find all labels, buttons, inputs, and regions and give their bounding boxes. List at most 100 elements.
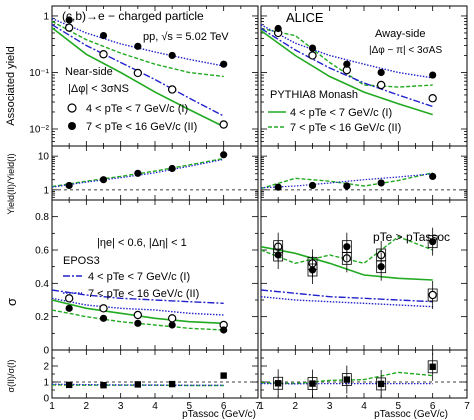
ylabel-yield-ratio: Yield(II)/Yield(I) <box>6 153 16 214</box>
near-sigma-ratio-point <box>100 382 107 389</box>
near-yield-model-pythia-II <box>51 20 224 78</box>
away-yield-point-open <box>308 51 317 60</box>
away-side-title: Away-side <box>375 28 426 40</box>
x-tick-label: 1 <box>49 401 55 412</box>
away-sigma-point <box>343 243 351 251</box>
legend-data: 4 < pTe < 7 GeV/c (I) 7 < pTe < 16 GeV/c… <box>67 103 197 133</box>
away-yield-model-epos-II <box>260 24 433 79</box>
near-yield-point-open <box>133 68 143 78</box>
ylabel-associated-yield: Associated yield <box>5 46 17 126</box>
x-tick-label: 6 <box>430 401 436 412</box>
near-sigma-point-open <box>64 294 74 303</box>
away-sigma-point <box>429 238 437 246</box>
away-yield-model-pythia-I <box>260 29 433 116</box>
away-sigma-model-pythia-II <box>260 235 433 265</box>
ylabel-sigma: σ <box>4 298 19 306</box>
near-sigma-point <box>99 314 108 322</box>
near-yield-ratio-point <box>65 181 73 190</box>
near-yield-point-open <box>64 23 74 32</box>
legend-pythia: 4 < pTe < 7 GeV/c (I) 7 < pTe < 16 GeV/c… <box>268 107 401 134</box>
x-tick-label: 5 <box>396 401 402 412</box>
y-tick-label: 0.2 <box>35 312 49 323</box>
legend-epos-II: 7 < pTe < 16 GeV/c (II) <box>88 288 199 300</box>
y-tick-label: 1 <box>43 11 49 22</box>
x-tick-label: 4 <box>152 401 158 412</box>
near-sigma-point-open <box>99 304 108 313</box>
near-yield-point <box>65 16 73 24</box>
legend-marker-filled <box>68 122 76 130</box>
y-tick-label: 0 <box>43 394 49 405</box>
near-sigma-ratio-point <box>65 381 73 389</box>
near-sigma-point-open <box>167 314 177 323</box>
away-yield-ratio-point <box>343 182 351 190</box>
near-yield-point-open <box>167 85 177 94</box>
near-side-title: Near-side <box>65 66 113 78</box>
ylabel-sigma-ratio: σ(II)/σ(I) <box>6 359 16 392</box>
legend-epos-I: 4 < pTe < 7 GeV/c (I) <box>88 271 190 283</box>
away-yield-ratio-point <box>377 179 385 187</box>
legend-marker-open <box>67 103 77 113</box>
near-yield-point <box>220 60 228 68</box>
away-yield-point-open <box>376 80 386 90</box>
near-yield-model-pythia-I <box>51 27 225 128</box>
near-yield-point <box>99 31 108 40</box>
away-sigma-point <box>377 263 385 271</box>
generator-epos: EPOS3 <box>63 255 100 267</box>
generator-pythia: PYTHIA8 Monash <box>270 89 358 101</box>
near-yield-point-open <box>219 120 228 129</box>
near-side-cut: |Δφ| < 3σNS <box>68 83 129 95</box>
near-sigma-point <box>220 326 228 334</box>
y-tick-label: 10⁻¹ <box>29 68 49 79</box>
away-yield-point <box>308 44 317 52</box>
near-sigma-ratio-point <box>220 372 227 379</box>
x-tick-label: 4 <box>361 401 367 412</box>
x-tick-label: 7 <box>255 401 261 412</box>
y-tick-label: 0.4 <box>35 279 49 290</box>
xlabel-right: pTassoc (GeV/c) <box>374 409 448 420</box>
legend-data-I: 4 < pTe < 7 GeV/c (I) <box>86 103 188 115</box>
legend-data-II: 7 < pTe < 16 GeV/c (II) <box>86 121 197 133</box>
x-tick-label: 2 <box>84 401 90 412</box>
near-yield-ratio-point <box>168 164 176 173</box>
near-sigma-point <box>168 321 176 329</box>
y-tick-label: 2 <box>43 362 49 373</box>
x-tick-label: 3 <box>327 401 333 412</box>
x-tick-label: 3 <box>118 401 124 412</box>
pt-condition: pTe > pTassoc <box>373 230 450 244</box>
xlabel-left: pTassoc (GeV/c) <box>182 409 256 420</box>
near-yield-ratio-point <box>134 169 142 177</box>
away-yield-point <box>429 71 437 79</box>
near-sigma-point <box>134 319 142 327</box>
near-yield-ratio-point <box>220 151 228 159</box>
near-sigma-point <box>65 304 73 312</box>
y-tick-label: 1 <box>43 378 49 389</box>
away-sigma-model-epos-I <box>260 289 433 303</box>
near-sigma-model-epos-I <box>51 289 224 304</box>
legend-pythia-II: 7 < pTe < 16 GeV/c (II) <box>290 122 401 134</box>
legend-pythia-I: 4 < pTe < 7 GeV/c (I) <box>290 107 392 119</box>
away-yield-ratio-point <box>308 181 317 190</box>
x-tick-label: 7 <box>464 401 470 412</box>
near-sigma-point-open <box>133 310 143 320</box>
away-sigma-point-open <box>428 290 437 300</box>
legend-epos: 4 < pTe < 7 GeV/c (I) 7 < pTe < 16 GeV/c… <box>63 271 199 300</box>
y-tick-label: 10 <box>38 152 50 163</box>
x-tick-label: 6 <box>221 401 227 412</box>
away-sigma-ratio-point <box>309 380 316 387</box>
eta-cut: |ηe| < 0.6, |Δη| < 1 <box>97 237 187 249</box>
away-side-cut: |Δφ − π| < 3σAS <box>369 45 442 56</box>
x-tick-label: 1 <box>258 401 264 412</box>
away-yield-model-epos-I <box>260 27 433 108</box>
y-tick-label: 0 <box>43 346 49 357</box>
away-yield-point <box>274 24 282 33</box>
near-yield-point <box>168 51 176 60</box>
x-tick-label: 5 <box>187 401 193 412</box>
away-yield-point-open <box>428 94 437 103</box>
away-sigma-ratio-point <box>274 380 282 387</box>
near-sigma-ratio-point <box>168 380 176 388</box>
near-yield-ratio-point <box>99 176 108 184</box>
near-sigma-ratio-point <box>134 381 142 388</box>
near-yield-ratio-model-epos <box>51 158 224 188</box>
